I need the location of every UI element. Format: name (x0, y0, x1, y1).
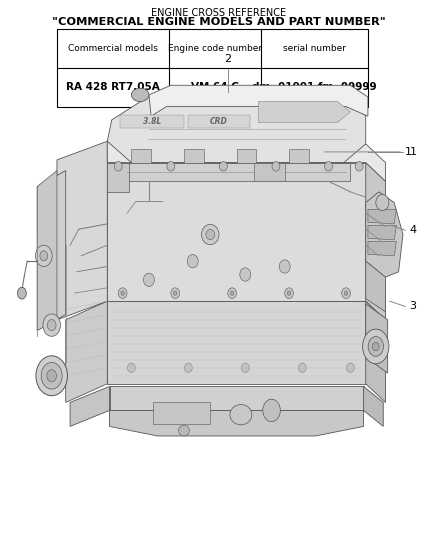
Ellipse shape (298, 363, 306, 373)
Polygon shape (364, 386, 383, 426)
Ellipse shape (368, 337, 384, 357)
Polygon shape (258, 101, 350, 123)
Ellipse shape (342, 288, 350, 298)
Polygon shape (110, 410, 364, 436)
Ellipse shape (363, 329, 389, 364)
Polygon shape (254, 163, 285, 181)
Ellipse shape (41, 362, 62, 389)
Text: 2: 2 (224, 54, 231, 64)
Polygon shape (107, 141, 385, 181)
Polygon shape (37, 171, 66, 330)
Ellipse shape (228, 288, 237, 298)
Polygon shape (368, 225, 396, 240)
Text: 4: 4 (410, 225, 417, 235)
Ellipse shape (187, 255, 198, 268)
Polygon shape (153, 402, 210, 424)
Ellipse shape (344, 291, 348, 295)
Bar (57, 29, 368, 107)
Ellipse shape (285, 288, 293, 298)
Ellipse shape (372, 342, 379, 351)
Polygon shape (123, 163, 350, 181)
Text: CRD: CRD (210, 117, 228, 126)
Ellipse shape (36, 356, 67, 395)
Text: "COMMERCIAL ENGINE MODELS AND PART NUMBER": "COMMERCIAL ENGINE MODELS AND PART NUMBE… (52, 18, 386, 27)
Ellipse shape (144, 273, 154, 287)
Polygon shape (368, 209, 396, 224)
Ellipse shape (272, 161, 280, 171)
Text: VM 64 C: VM 64 C (191, 82, 239, 92)
Polygon shape (289, 149, 309, 163)
Ellipse shape (376, 195, 389, 211)
Text: serial number: serial number (283, 44, 346, 53)
Ellipse shape (167, 161, 175, 171)
Polygon shape (120, 115, 184, 128)
Ellipse shape (118, 288, 127, 298)
Polygon shape (107, 301, 366, 384)
Ellipse shape (35, 245, 52, 266)
Ellipse shape (178, 425, 189, 436)
Polygon shape (366, 301, 385, 402)
Text: Commercial models: Commercial models (68, 44, 158, 53)
Ellipse shape (263, 399, 280, 422)
Ellipse shape (121, 291, 124, 295)
Polygon shape (237, 149, 256, 163)
Ellipse shape (219, 161, 227, 171)
Polygon shape (107, 163, 129, 192)
Ellipse shape (325, 161, 332, 171)
Text: 3.8L: 3.8L (143, 117, 162, 126)
Ellipse shape (241, 363, 249, 373)
Ellipse shape (230, 291, 234, 295)
Text: dm. 01001 fm. 99999: dm. 01001 fm. 99999 (252, 82, 377, 92)
Polygon shape (366, 163, 385, 320)
Polygon shape (188, 115, 250, 128)
Text: Engine code number: Engine code number (168, 44, 261, 53)
Polygon shape (149, 85, 368, 116)
Text: 1: 1 (410, 147, 417, 157)
Ellipse shape (184, 363, 192, 373)
Text: ENGINE CROSS REFERENCE: ENGINE CROSS REFERENCE (152, 9, 286, 18)
Ellipse shape (240, 268, 251, 281)
Text: RA 428 RT7.05A: RA 428 RT7.05A (66, 82, 160, 92)
Ellipse shape (287, 291, 291, 295)
Ellipse shape (346, 363, 354, 373)
Ellipse shape (127, 363, 135, 373)
Polygon shape (131, 149, 151, 163)
Ellipse shape (355, 161, 363, 171)
Polygon shape (107, 95, 366, 163)
Ellipse shape (206, 229, 215, 239)
Ellipse shape (201, 224, 219, 245)
Ellipse shape (279, 260, 290, 273)
Ellipse shape (230, 405, 252, 425)
Polygon shape (57, 141, 107, 320)
Ellipse shape (131, 88, 149, 102)
Ellipse shape (47, 370, 57, 382)
Polygon shape (70, 386, 110, 426)
Ellipse shape (173, 291, 177, 295)
Polygon shape (368, 241, 396, 256)
Text: 1: 1 (405, 147, 412, 157)
Ellipse shape (47, 320, 56, 330)
Polygon shape (110, 386, 364, 410)
Ellipse shape (114, 161, 122, 171)
Polygon shape (107, 163, 366, 301)
Ellipse shape (18, 287, 26, 299)
Ellipse shape (43, 314, 60, 336)
Polygon shape (366, 261, 385, 312)
Ellipse shape (40, 251, 48, 261)
Ellipse shape (171, 288, 180, 298)
Polygon shape (184, 149, 204, 163)
Polygon shape (37, 171, 57, 330)
Text: 3: 3 (410, 302, 417, 311)
Polygon shape (366, 304, 388, 373)
Polygon shape (66, 301, 107, 402)
Polygon shape (366, 192, 403, 277)
